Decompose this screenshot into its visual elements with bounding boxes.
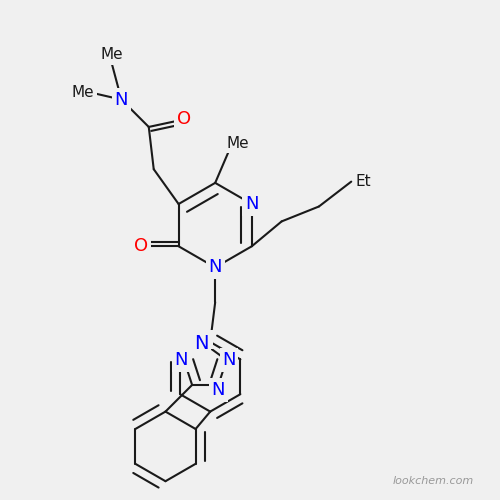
Text: lookchem.com: lookchem.com	[392, 476, 474, 486]
Text: N: N	[174, 351, 188, 369]
Text: Et: Et	[356, 174, 372, 189]
Text: N: N	[114, 90, 128, 108]
Text: N: N	[194, 334, 208, 353]
Text: O: O	[134, 238, 148, 256]
Text: Me: Me	[100, 48, 123, 62]
Text: Me: Me	[72, 84, 94, 100]
Text: N: N	[212, 381, 225, 399]
Text: Me: Me	[226, 136, 249, 150]
Text: H: H	[200, 332, 211, 347]
Text: N: N	[208, 258, 222, 276]
Text: N: N	[222, 351, 236, 369]
Text: N: N	[245, 195, 258, 213]
Text: O: O	[176, 110, 190, 128]
